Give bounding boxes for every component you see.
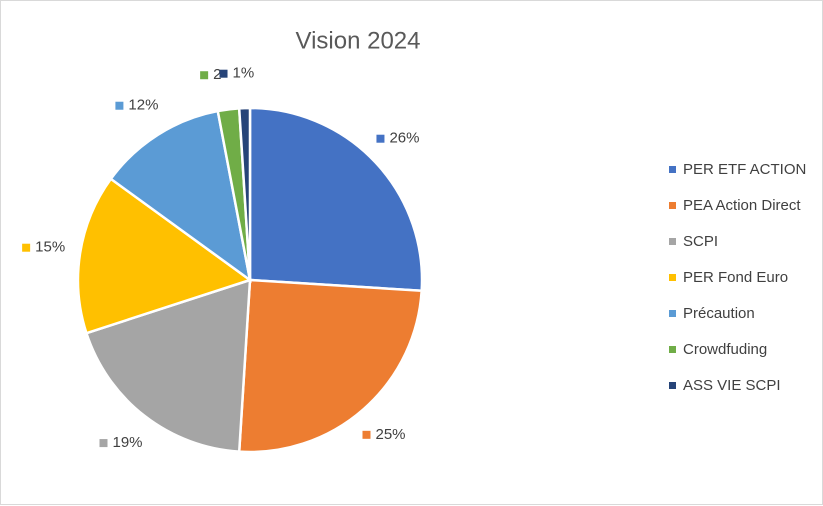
pie-slice (109, 109, 252, 283)
data-label: 25% (375, 426, 405, 443)
pie-slice (237, 278, 423, 454)
pie-slice (237, 106, 252, 281)
legend-marker (669, 382, 676, 389)
data-label: 12% (128, 97, 158, 114)
data-label: 19% (112, 434, 142, 451)
legend-label: PER ETF ACTION (683, 161, 806, 178)
data-label: 26% (389, 130, 419, 147)
legend-label: PER Fond Euro (683, 269, 788, 286)
data-label: 2 (213, 66, 221, 83)
legend-marker (669, 202, 676, 209)
pie-slice (76, 177, 253, 335)
legend-label: Précaution (683, 305, 755, 322)
legend-marker (669, 346, 676, 353)
pie-slice (248, 106, 424, 293)
legend-marker (669, 310, 676, 317)
legend-label: ASS VIE SCPI (683, 377, 781, 394)
data-label: 15% (35, 239, 65, 256)
chart-title: Vision 2024 (296, 27, 421, 54)
label-marker (115, 101, 124, 110)
label-marker (200, 71, 209, 80)
legend-label: SCPI (683, 233, 718, 250)
label-marker (99, 439, 108, 448)
label-marker (219, 69, 228, 78)
label-marker (22, 243, 31, 252)
label-marker (362, 430, 371, 439)
legend-label: Crowdfuding (683, 341, 767, 358)
legend-label: PEA Action Direct (683, 197, 801, 214)
pie-slice (84, 278, 252, 453)
label-marker (376, 134, 385, 143)
legend-marker (669, 238, 676, 245)
data-label: 1% (233, 65, 255, 82)
legend-marker (669, 274, 676, 281)
legend-marker (669, 166, 676, 173)
